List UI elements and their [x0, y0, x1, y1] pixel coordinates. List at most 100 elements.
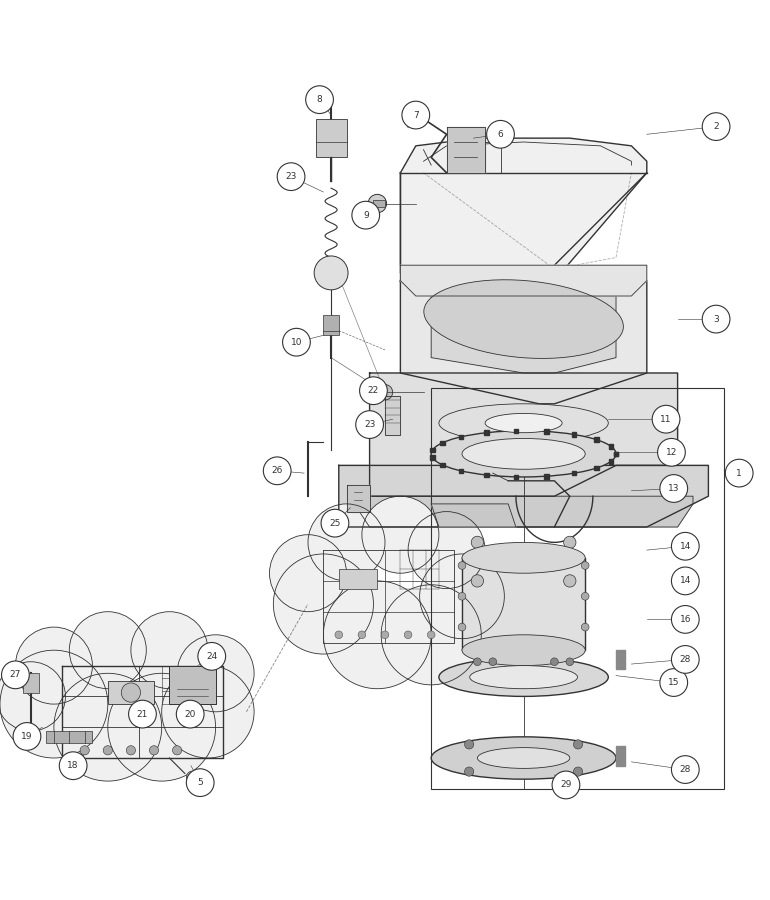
Polygon shape	[400, 266, 647, 296]
Ellipse shape	[122, 683, 140, 702]
Text: 18: 18	[68, 761, 79, 770]
Circle shape	[308, 504, 385, 580]
Text: 19: 19	[22, 732, 32, 741]
Circle shape	[381, 585, 481, 685]
Circle shape	[471, 536, 484, 549]
Circle shape	[671, 533, 699, 560]
Circle shape	[321, 509, 349, 537]
Circle shape	[551, 658, 558, 666]
Circle shape	[13, 723, 41, 751]
Circle shape	[149, 746, 159, 755]
Circle shape	[356, 410, 383, 438]
Ellipse shape	[424, 280, 624, 358]
Circle shape	[581, 623, 589, 631]
Circle shape	[458, 592, 466, 600]
Text: 11: 11	[661, 415, 671, 424]
Circle shape	[427, 631, 435, 639]
Text: 3: 3	[713, 315, 719, 324]
Circle shape	[186, 769, 214, 796]
Text: 6: 6	[497, 130, 504, 139]
Bar	[484, 430, 489, 435]
Bar	[440, 440, 444, 445]
Text: 27: 27	[10, 670, 21, 680]
Bar	[108, 681, 154, 704]
Circle shape	[131, 612, 208, 688]
Polygon shape	[385, 396, 400, 435]
Bar	[572, 432, 577, 436]
Text: 23: 23	[364, 420, 375, 429]
Circle shape	[564, 536, 576, 549]
Circle shape	[0, 650, 108, 758]
Circle shape	[487, 121, 514, 148]
Text: 24: 24	[206, 652, 217, 661]
Text: 13: 13	[668, 484, 679, 493]
Bar	[594, 437, 599, 442]
Circle shape	[323, 580, 431, 688]
Circle shape	[381, 631, 389, 639]
Circle shape	[402, 101, 430, 129]
Circle shape	[103, 746, 112, 755]
Circle shape	[658, 438, 685, 466]
Polygon shape	[346, 484, 370, 511]
Circle shape	[574, 767, 583, 776]
Text: 25: 25	[330, 518, 340, 527]
Circle shape	[129, 700, 156, 728]
Circle shape	[362, 496, 439, 573]
Circle shape	[671, 645, 699, 673]
Bar	[594, 465, 599, 471]
Polygon shape	[354, 496, 693, 527]
Circle shape	[660, 474, 688, 502]
Circle shape	[702, 305, 730, 333]
Polygon shape	[370, 373, 678, 496]
Circle shape	[652, 405, 680, 433]
Polygon shape	[339, 465, 708, 527]
Circle shape	[69, 612, 146, 688]
Ellipse shape	[431, 737, 616, 779]
Polygon shape	[447, 127, 485, 173]
Ellipse shape	[462, 634, 585, 666]
Circle shape	[15, 627, 92, 704]
Circle shape	[176, 700, 204, 728]
Bar	[616, 746, 625, 766]
Circle shape	[671, 606, 699, 634]
Circle shape	[458, 623, 466, 631]
Text: 29: 29	[561, 780, 571, 789]
Circle shape	[360, 377, 387, 405]
Text: 7: 7	[413, 111, 419, 120]
Circle shape	[126, 746, 136, 755]
Bar	[316, 119, 346, 158]
Circle shape	[335, 631, 343, 639]
Polygon shape	[431, 504, 516, 527]
Circle shape	[54, 673, 162, 781]
Bar	[544, 429, 548, 434]
Bar	[459, 469, 464, 473]
Bar	[608, 459, 613, 464]
Ellipse shape	[462, 438, 585, 469]
Circle shape	[270, 535, 346, 612]
Circle shape	[671, 756, 699, 783]
Circle shape	[702, 112, 730, 140]
Circle shape	[283, 328, 310, 356]
Bar	[431, 389, 724, 788]
Bar	[484, 472, 489, 477]
Circle shape	[198, 643, 226, 670]
Circle shape	[2, 661, 29, 688]
Text: 1: 1	[736, 469, 742, 478]
Bar	[323, 315, 339, 335]
Bar	[572, 471, 577, 475]
Text: 14: 14	[680, 576, 691, 585]
Circle shape	[0, 662, 65, 731]
Text: 20: 20	[185, 709, 196, 718]
Text: 23: 23	[286, 172, 296, 181]
Text: 5: 5	[197, 778, 203, 788]
Text: 10: 10	[291, 338, 302, 346]
Bar	[169, 666, 216, 704]
Circle shape	[314, 256, 348, 290]
Bar	[459, 435, 464, 439]
Text: 12: 12	[666, 448, 677, 457]
Circle shape	[660, 669, 688, 697]
Bar	[430, 447, 435, 453]
Bar	[608, 444, 613, 449]
Bar	[614, 452, 618, 456]
Ellipse shape	[485, 413, 562, 433]
